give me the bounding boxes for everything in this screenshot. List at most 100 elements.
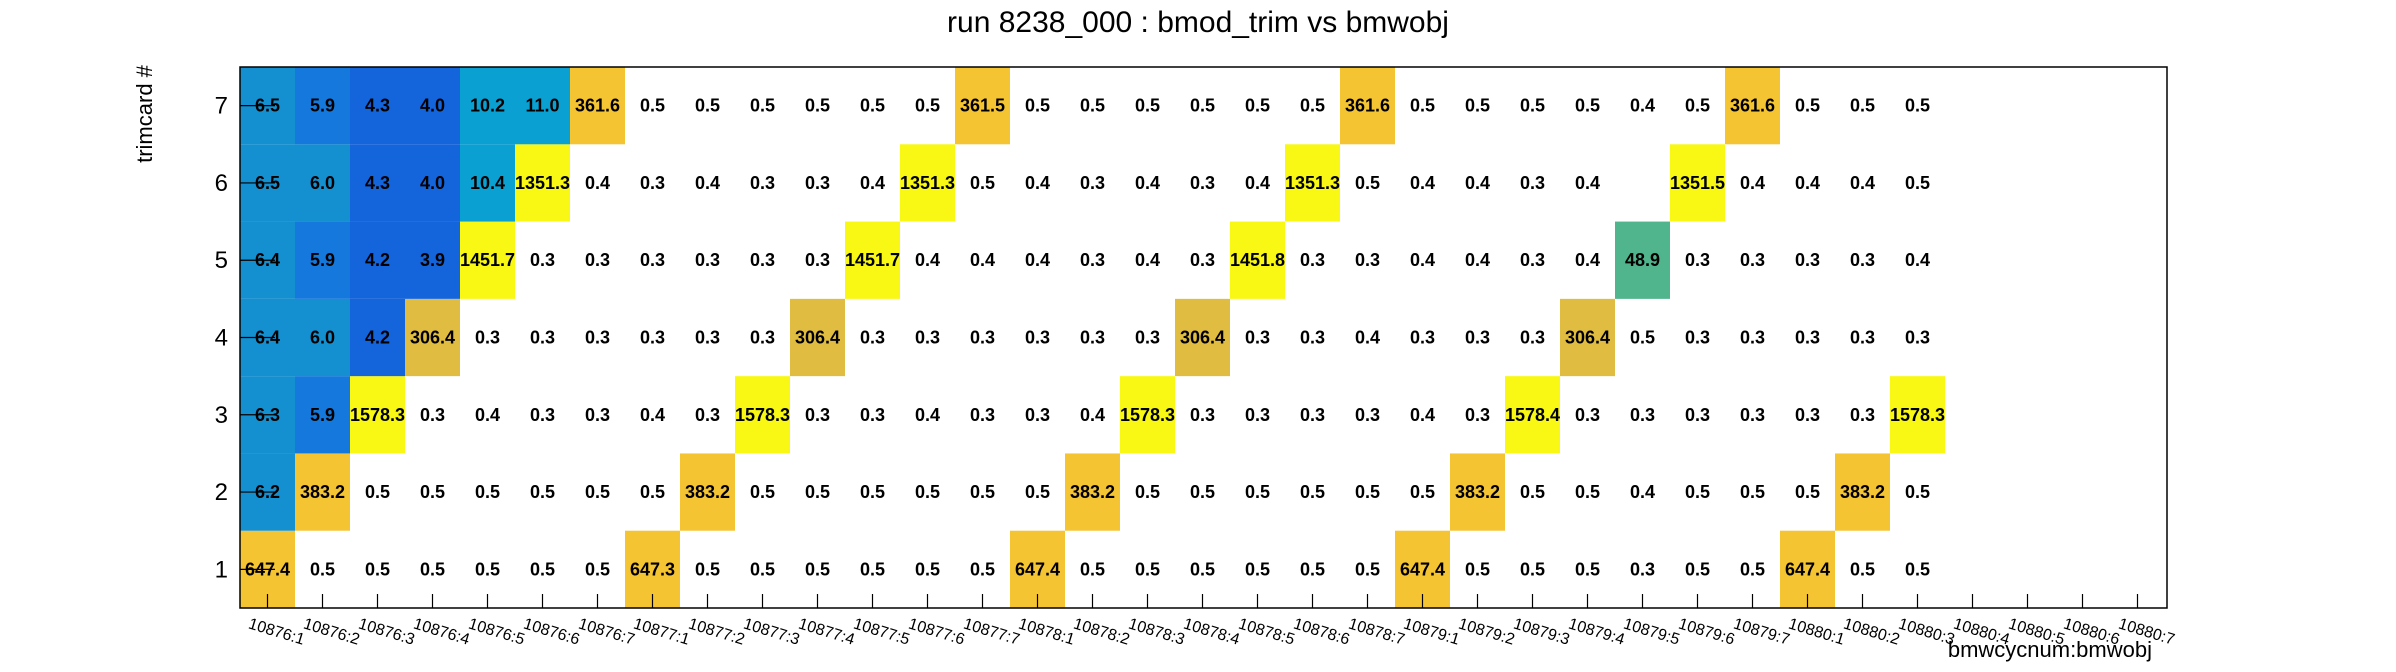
cell-value-label: 1578.3: [735, 405, 790, 425]
cell-value-label: 0.3: [1465, 328, 1490, 348]
cell-value-label: 0.3: [530, 328, 555, 348]
cell-value-label: 0.3: [1795, 250, 1820, 270]
cell-value-label: 0.5: [915, 96, 940, 116]
cell-value-label: 0.5: [640, 96, 665, 116]
cell-value-label: 0.3: [1520, 250, 1545, 270]
cell-value-label: 0.3: [1850, 405, 1875, 425]
cell-value-label: 383.2: [1840, 482, 1885, 502]
heatmap-cell: [1285, 144, 1340, 222]
cell-value-label: 0.5: [1740, 482, 1765, 502]
heatmap-cell: [295, 376, 350, 454]
cell-value-label: 0.3: [1300, 328, 1325, 348]
cell-value-label: 0.5: [1795, 482, 1820, 502]
cell-value-label: 383.2: [1455, 482, 1500, 502]
heatmap-cell: [1175, 298, 1230, 377]
heatmap-cell: [1340, 67, 1395, 145]
cell-value-label: 0.4: [585, 173, 610, 193]
cell-value-label: 0.4: [1465, 173, 1490, 193]
cell-value-label: 48.9: [1625, 250, 1660, 270]
cell-value-label: 0.3: [695, 250, 720, 270]
cell-value-label: 0.3: [1740, 405, 1765, 425]
cell-value-label: 0.3: [1190, 173, 1215, 193]
cell-value-label: 0.4: [1245, 173, 1270, 193]
cell-value-label: 0.5: [750, 482, 775, 502]
heatmap-cell: [1615, 221, 1670, 299]
cell-value-label: 0.5: [420, 482, 445, 502]
cell-value-label: 0.5: [585, 482, 610, 502]
cell-value-label: 0.5: [1520, 559, 1545, 579]
cell-value-label: 0.5: [860, 482, 885, 502]
cell-value-label: 0.4: [1465, 250, 1490, 270]
cell-value-label: 0.5: [805, 482, 830, 502]
cell-value-label: 3.9: [420, 250, 445, 270]
heatmap-cell: [1120, 376, 1175, 454]
cell-value-label: 0.3: [1685, 405, 1710, 425]
cell-value-label: 0.3: [1685, 250, 1710, 270]
heatmap-cell: [515, 67, 570, 145]
cell-value-label: 0.3: [750, 173, 775, 193]
cell-value-label: 0.5: [1245, 482, 1270, 502]
cell-value-label: 0.4: [640, 405, 665, 425]
heatmap-cell-labels: 647.4 0.5 0.5 0.5 0.5 0.5 0.5 647.3 0.5 0.5 0.5 0.5…: [245, 96, 1945, 580]
cell-value-label: 0.4: [475, 405, 500, 425]
heatmap-cell: [295, 144, 350, 222]
cell-value-label: 0.3: [1795, 405, 1820, 425]
cell-value-label: 6.0: [310, 328, 335, 348]
cell-value-label: 10.2: [470, 96, 505, 116]
cell-value-label: 0.5: [695, 559, 720, 579]
cell-value-label: 0.5: [365, 559, 390, 579]
cell-value-label: 0.5: [1520, 96, 1545, 116]
cell-value-label: 0.3: [1520, 173, 1545, 193]
cell-value-label: 6.0: [310, 173, 335, 193]
cell-value-label: 4.3: [365, 173, 390, 193]
cell-value-label: 0.3: [1685, 328, 1710, 348]
cell-value-label: 0.5: [1135, 482, 1160, 502]
heatmap-cell: [735, 376, 790, 454]
heatmap-cell: [1835, 453, 1890, 531]
cell-value-label: 0.5: [640, 482, 665, 502]
cell-value-label: 0.3: [750, 250, 775, 270]
cell-value-label: 0.5: [1190, 96, 1215, 116]
heatmap-cell: [1890, 376, 1945, 454]
cell-value-label: 383.2: [685, 482, 730, 502]
cell-value-label: 0.5: [1190, 559, 1215, 579]
cell-value-label: 0.5: [1850, 559, 1875, 579]
y-tick-label: 4: [215, 325, 228, 352]
cell-value-label: 0.3: [860, 405, 885, 425]
cell-value-label: 361.6: [1730, 96, 1775, 116]
heatmap-cell: [405, 298, 460, 377]
heatmap-cell: [1505, 376, 1560, 454]
y-tick-label: 7: [215, 93, 228, 120]
cell-value-label: 0.3: [695, 328, 720, 348]
cell-value-label: 0.3: [1300, 405, 1325, 425]
cell-value-label: 0.5: [805, 559, 830, 579]
heatmap-cell: [460, 221, 515, 299]
cell-value-label: 0.3: [970, 405, 995, 425]
cell-value-label: 0.5: [310, 559, 335, 579]
cell-value-label: 0.5: [1575, 482, 1600, 502]
cell-value-label: 0.4: [860, 173, 885, 193]
y-tick-label: 1: [215, 556, 228, 583]
cell-value-label: 0.3: [530, 405, 555, 425]
cell-value-label: 1578.3: [1890, 405, 1945, 425]
cell-value-label: 0.4: [695, 173, 720, 193]
cell-value-label: 0.5: [1850, 96, 1875, 116]
y-tick-label: 5: [215, 247, 228, 274]
cell-value-label: 0.3: [1630, 559, 1655, 579]
cell-value-label: 0.3: [420, 405, 445, 425]
cell-value-label: 0.3: [1135, 328, 1160, 348]
cell-value-label: 0.5: [1355, 173, 1380, 193]
heatmap-cell: [1560, 298, 1615, 377]
cell-value-label: 0.3: [695, 405, 720, 425]
cell-value-label: 0.5: [750, 96, 775, 116]
cell-value-label: 383.2: [300, 482, 345, 502]
cell-value-label: 0.3: [1795, 328, 1820, 348]
heatmap-cell: [900, 144, 955, 222]
cell-value-label: 0.3: [1850, 250, 1875, 270]
cell-value-label: 647.4: [1785, 559, 1830, 579]
cell-value-label: 0.3: [530, 250, 555, 270]
cell-value-label: 0.3: [805, 405, 830, 425]
cell-value-label: 0.5: [1135, 559, 1160, 579]
y-tick-label: 2: [215, 479, 228, 506]
cell-value-label: 1351.3: [515, 173, 570, 193]
